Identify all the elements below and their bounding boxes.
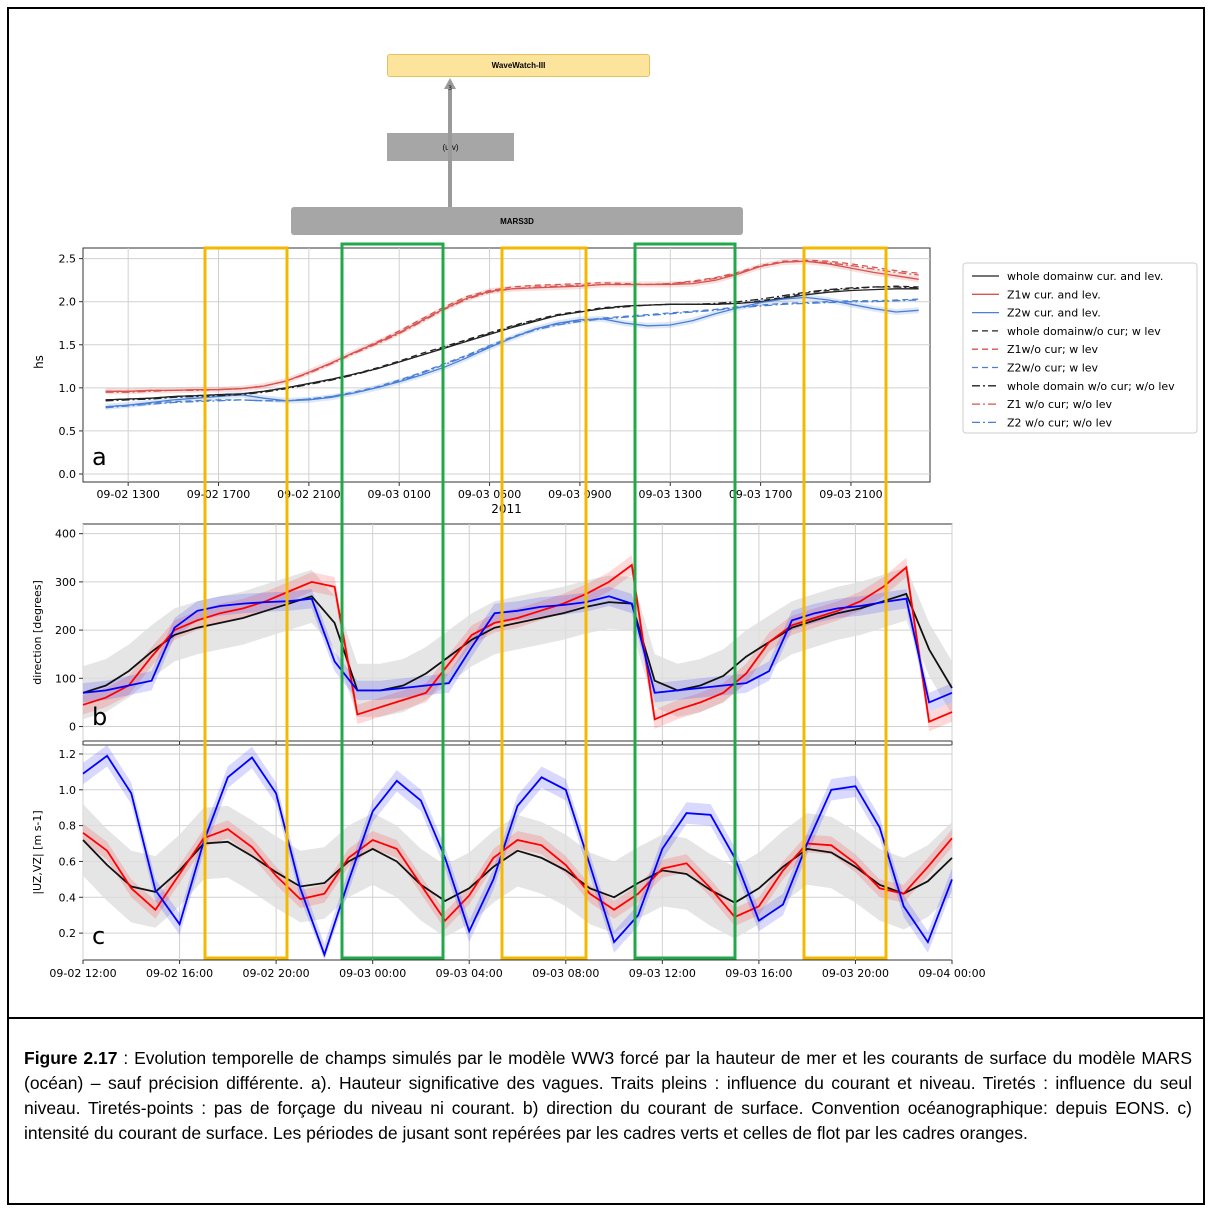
mars3d-box: MARS3D: [291, 207, 743, 235]
panel-a-xtick-label: 09-03 0100: [367, 488, 430, 501]
panel-a-xtick-label: 09-02 1300: [96, 488, 159, 501]
caption-text: : Evolution temporelle de champs simulés…: [24, 1048, 1192, 1143]
panel-c-ytick-label: 1.0: [59, 784, 77, 797]
panel-c-xtick-label: 09-04 00:00: [918, 967, 985, 980]
panel-b-series-line: [82, 592, 953, 694]
panel-a-ytick-label: 2.0: [59, 296, 77, 309]
panel-a-ytick-label: 2.5: [59, 253, 77, 266]
legend-entry-label: Z1 w/o cur; w/o lev: [1007, 398, 1112, 411]
panel-a-ylabel: hs: [32, 355, 46, 369]
panel-c-ytick-label: 0.6: [59, 855, 77, 868]
panel-c-series-line: [82, 754, 953, 958]
panel-a-xtick-label: 09-03 0500: [458, 488, 521, 501]
panel-a-label: a: [92, 443, 107, 471]
legend-entry-label: Z1w/o cur; w lev: [1007, 343, 1099, 356]
panel-c-label: c: [92, 922, 105, 950]
panel-c-ylabel: |UZ,VZ| [m s-1]: [31, 810, 44, 894]
panel-c-series-line: [82, 839, 953, 904]
panel-c-ytick-label: 1.2: [59, 748, 77, 761]
flood-period-frame: [802, 246, 888, 960]
panel-a-series-line: [105, 299, 919, 409]
panel-a-xtick-label: 09-03 2100: [819, 488, 882, 501]
panel-a-series-line: [105, 285, 919, 401]
panel-b-ylabel: direction [degrees]: [31, 580, 44, 685]
figure-caption: Figure 2.17 : Evolution temporelle de ch…: [24, 1046, 1192, 1146]
wavewatch-label: WaveWatch-III: [491, 61, 546, 70]
legend-entry-label: Z2w/o cur; w lev: [1007, 362, 1099, 375]
panel-b-ytick-label: 400: [55, 528, 76, 541]
panel-a-ytick-label: 1.5: [59, 339, 77, 352]
panel-c-xtick-label: 09-03 20:00: [822, 967, 889, 980]
panel-b-series-line: [82, 595, 953, 704]
panel-b-label: b: [92, 703, 107, 731]
figure-frame: [7, 7, 1205, 1205]
flood-period-frame: [203, 246, 289, 960]
panel-a-ytick-label: 0.5: [59, 425, 77, 438]
panel-c-xtick-label: 09-03 04:00: [436, 967, 503, 980]
legend-box: [962, 262, 1198, 434]
panel-a-frame: [82, 247, 931, 483]
legend-entry-label: Z2w cur. and lev.: [1007, 307, 1101, 320]
legend-entry-label: Z1w cur. and lev.: [1007, 288, 1101, 301]
panel-a-xtick-label: 09-03 0900: [548, 488, 611, 501]
panel-c-xtick-label: 09-03 08:00: [532, 967, 599, 980]
panel-c-ytick-label: 0.8: [59, 820, 77, 833]
ebb-period-frame: [340, 242, 445, 960]
panel-c-ytick-label: 0.4: [59, 891, 77, 904]
caption-divider: [7, 1017, 1205, 1019]
panel-a-xtick-label: 09-02 1700: [187, 488, 250, 501]
panel-a-series-line: [105, 260, 919, 393]
caption-label: Figure 2.17: [24, 1048, 118, 1068]
panel-b-ytick-label: 100: [55, 672, 76, 685]
panel-c-xtick-label: 09-03 12:00: [629, 967, 696, 980]
legend-entry-label: whole domainw/o cur; w lev: [1007, 325, 1161, 338]
diagram-arrow: 3: [444, 78, 456, 207]
legend-entry-label: whole domainw cur. and lev.: [1007, 270, 1163, 283]
panel-c-xtick-label: 09-03 00:00: [339, 967, 406, 980]
panel-a-xtick-label: 09-03 1300: [639, 488, 702, 501]
panel-c-band: [83, 820, 952, 930]
panel-a-series-line: [105, 286, 919, 402]
panel-a-xtick-label: 09-02 2100: [277, 488, 340, 501]
legend-entry-label: whole domain w/o cur; w/o lev: [1007, 380, 1175, 393]
panel-c-xtick-label: 09-02 20:00: [243, 967, 310, 980]
panel-a-ytick-label: 0.0: [59, 468, 77, 481]
panel-b-series-line: [82, 563, 953, 723]
flood-period-frame: [500, 246, 588, 960]
mars3d-label: MARS3D: [500, 216, 534, 226]
panel-c-ytick-label: 0.2: [59, 927, 77, 940]
arrow-label: 3: [448, 85, 452, 92]
panel-b-ytick-label: 200: [55, 624, 76, 637]
panel-a-xlabel: 2011: [491, 502, 522, 516]
legend-entry-label: Z2 w/o cur; w/o lev: [1007, 416, 1112, 429]
panel-a-xtick-label: 09-03 1700: [729, 488, 792, 501]
panel-c-xtick-label: 09-02 16:00: [146, 967, 213, 980]
ebb-period-frame: [633, 242, 737, 960]
panel-c-xtick-label: 09-02 12:00: [49, 967, 116, 980]
panel-c-xtick-label: 09-03 16:00: [725, 967, 792, 980]
wavewatch-box: WaveWatch-III: [387, 54, 650, 77]
chart-canvas: 0.0 0.5 1.0 1.5 2.0 2.5 09-02 1300 09-02 1700 09…: [31, 242, 1198, 980]
panel-b-ytick-label: 0: [69, 721, 76, 734]
panel-a-ytick-label: 1.0: [59, 382, 77, 395]
panel-b-ytick-label: 300: [55, 576, 76, 589]
